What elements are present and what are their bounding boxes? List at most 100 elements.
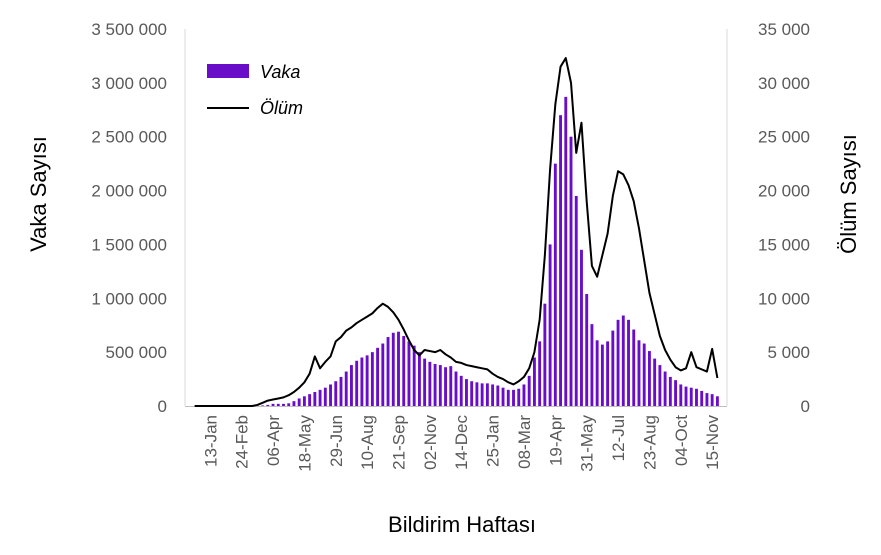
vaka-bar <box>653 358 657 406</box>
vaka-bar <box>302 396 306 406</box>
x-tick-label: 19-Apr <box>546 415 565 466</box>
vaka-bar <box>689 387 693 406</box>
vaka-bar <box>695 388 698 406</box>
x-tick-label: 06-Apr <box>264 415 283 466</box>
vaka-bar <box>391 332 395 406</box>
legend-swatch-vaka <box>207 64 249 78</box>
vaka-bar <box>444 367 447 406</box>
vaka-bar <box>715 396 719 406</box>
vaka-bar <box>412 345 416 406</box>
vaka-bar <box>344 371 348 406</box>
x-tick-label: 29-Jun <box>327 415 346 467</box>
vaka-bar <box>449 366 453 406</box>
vaka-bar <box>428 361 432 406</box>
vaka-bar <box>637 340 641 406</box>
vaka-bar <box>339 376 343 406</box>
legend: Vaka Ölüm <box>207 62 303 118</box>
right-y-tick-label: 10 000 <box>758 289 810 308</box>
vaka-bar <box>674 380 678 406</box>
vaka-bar <box>350 365 353 406</box>
right-y-tick-labels: 0 5 000 10 000 15 000 20 000 25 000 30 000 35 0… <box>758 20 810 416</box>
right-y-tick-label: 5 000 <box>767 343 810 362</box>
vaka-bar <box>585 293 589 406</box>
right-y-tick-label: 0 <box>801 397 810 416</box>
x-tick-label: 12-Jul <box>609 415 628 461</box>
x-tick-label: 08-Mar <box>515 415 534 469</box>
vaka-bar <box>292 401 296 406</box>
vaka-bar <box>501 387 505 406</box>
vaka-bar <box>512 389 515 406</box>
left-y-tick-label: 3 500 000 <box>91 20 167 39</box>
vaka-bar <box>402 335 406 406</box>
x-tick-label: 13-Jan <box>201 415 220 467</box>
vaka-bar <box>658 365 662 406</box>
vaka-bar <box>621 315 625 406</box>
vaka-bar <box>438 365 442 406</box>
x-tick-label: 10-Aug <box>358 415 377 470</box>
vaka-bar <box>271 403 275 406</box>
vaka-bar <box>261 405 265 406</box>
vaka-bar <box>506 389 510 406</box>
vaka-bar <box>595 340 599 406</box>
vaka-bar <box>590 324 594 406</box>
x-tick-label: 18-May <box>295 415 314 472</box>
vaka-bar <box>313 392 317 406</box>
left-y-tick-label: 0 <box>158 397 167 416</box>
vaka-bar <box>606 341 610 406</box>
vaka-bar <box>559 115 562 407</box>
vaka-bars <box>255 96 719 407</box>
vaka-bar <box>668 376 672 406</box>
vaka-bar <box>564 96 568 407</box>
vaka-bar <box>485 383 489 406</box>
vaka-bar <box>329 384 332 406</box>
vaka-bar <box>710 394 714 406</box>
x-tick-label: 21-Sep <box>390 415 409 470</box>
x-tick-labels: 13-Jan 24-Feb 06-Apr 18-May 29-Jun 10-Aug 21-S… <box>201 415 722 472</box>
vaka-bar <box>647 351 651 406</box>
vaka-bar <box>381 343 385 406</box>
vaka-bar <box>496 385 500 406</box>
vaka-bar <box>266 404 270 406</box>
right-y-tick-label: 15 000 <box>758 235 810 254</box>
x-tick-label: 31-May <box>578 415 597 472</box>
x-tick-label: 04-Oct <box>672 415 691 466</box>
vaka-bar <box>480 383 484 406</box>
vaka-bar <box>700 390 704 406</box>
vaka-bar <box>297 398 301 406</box>
vaka-bar <box>517 388 521 406</box>
vaka-bar <box>370 352 374 406</box>
vaka-bar <box>569 136 573 406</box>
vaka-bar <box>532 357 536 406</box>
vaka-bar <box>543 303 547 406</box>
vaka-bar <box>611 330 615 406</box>
vaka-bar <box>360 357 364 406</box>
vaka-bar <box>376 347 380 406</box>
right-y-tick-label: 20 000 <box>758 182 810 201</box>
x-tick-label: 25-Jan <box>484 415 503 467</box>
vaka-bar <box>663 371 667 406</box>
vaka-bar <box>632 329 636 406</box>
vaka-bar <box>433 363 437 406</box>
vaka-bar <box>580 249 583 406</box>
vaka-bar <box>538 341 542 406</box>
x-tick-label: 24-Feb <box>233 415 252 469</box>
vaka-bar <box>407 341 411 406</box>
left-y-tick-label: 1 500 000 <box>91 235 167 254</box>
vaka-bar <box>491 384 495 406</box>
legend-label-olum: Ölüm <box>260 98 303 118</box>
x-axis-title: Bildirim Haftası <box>388 512 536 537</box>
vaka-bar <box>705 393 709 406</box>
y-axis-right-title: Ölüm Sayısı <box>836 134 861 254</box>
vaka-bar <box>417 352 421 406</box>
vaka-bar <box>454 371 458 406</box>
left-y-tick-labels: 0 500 000 1 000 000 1 500 000 2 000 000 2 500… <box>91 20 167 416</box>
vaka-bar <box>527 375 531 406</box>
vaka-bar <box>470 381 474 406</box>
x-tick-label: 15-Nov <box>703 415 722 470</box>
vaka-bar <box>459 375 463 406</box>
vaka-bar <box>684 386 688 406</box>
vaka-bar <box>365 355 369 406</box>
x-tick-label: 23-Aug <box>640 415 659 470</box>
vaka-bar <box>287 403 291 406</box>
